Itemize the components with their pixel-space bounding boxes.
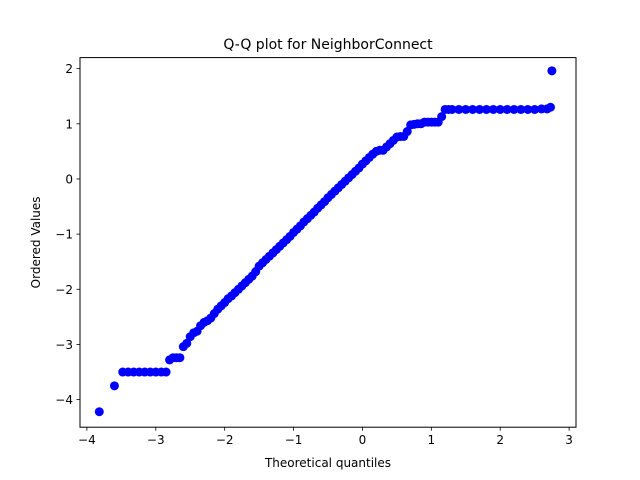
y-axis-label: Ordered Values xyxy=(29,196,43,288)
x-tick-label: 1 xyxy=(428,433,436,447)
data-point xyxy=(546,102,556,112)
data-point xyxy=(454,104,464,114)
y-tick-label: 2 xyxy=(65,62,73,76)
data-point xyxy=(94,407,104,417)
x-tick-label: 2 xyxy=(496,433,504,447)
y-axis-ticks: −4 −3 −2 −1 0 1 2 xyxy=(55,62,80,407)
x-tick-label: −2 xyxy=(216,433,234,447)
data-point xyxy=(175,353,185,363)
data-point xyxy=(161,367,171,377)
data-point xyxy=(523,104,533,114)
x-axis-ticks: −4 −3 −2 −1 0 1 2 3 xyxy=(78,427,573,447)
x-tick-label: −3 xyxy=(147,433,165,447)
data-point xyxy=(509,104,519,114)
y-tick-label: −4 xyxy=(55,393,73,407)
x-tick-label: 3 xyxy=(565,433,573,447)
data-point xyxy=(461,104,471,114)
data-point xyxy=(481,104,491,114)
data-point xyxy=(495,104,505,114)
y-tick-label: −2 xyxy=(55,283,73,297)
data-point xyxy=(402,127,412,137)
data-point xyxy=(447,104,457,114)
x-tick-label: 0 xyxy=(359,433,367,447)
points-layer xyxy=(94,66,557,417)
plot-frame xyxy=(79,57,577,428)
x-tick-label: −4 xyxy=(78,433,96,447)
data-point xyxy=(502,104,512,114)
data-point xyxy=(109,381,119,391)
data-point xyxy=(437,112,447,122)
y-tick-label: 0 xyxy=(65,172,73,186)
data-point xyxy=(475,104,485,114)
x-axis-label: Theoretical quantiles xyxy=(264,456,391,470)
x-tick-label: −1 xyxy=(285,433,303,447)
data-point xyxy=(516,104,526,114)
data-point xyxy=(488,104,498,114)
data-point xyxy=(530,104,540,114)
data-point xyxy=(182,338,192,348)
data-point xyxy=(547,66,557,76)
y-tick-label: −3 xyxy=(55,338,73,352)
chart-title: Q-Q plot for NeighborConnect xyxy=(223,37,433,53)
y-tick-label: 1 xyxy=(65,117,73,131)
y-tick-label: −1 xyxy=(55,228,73,242)
data-point xyxy=(468,104,478,114)
